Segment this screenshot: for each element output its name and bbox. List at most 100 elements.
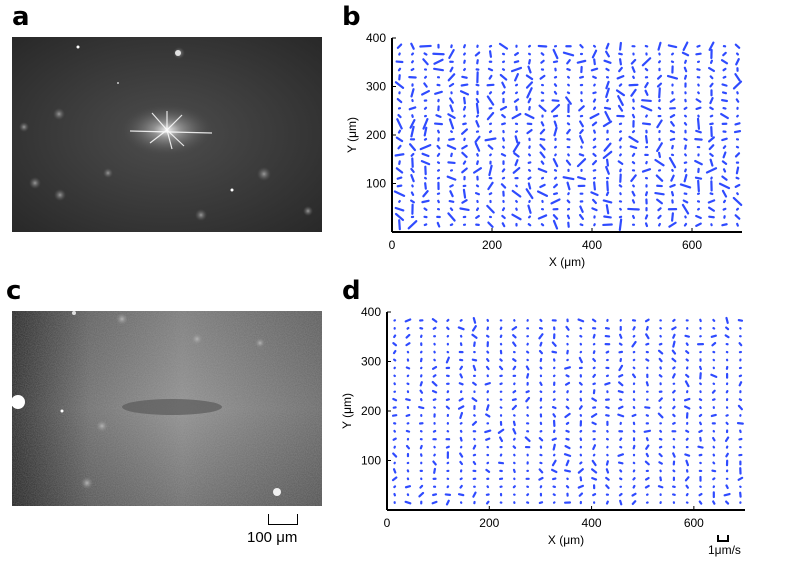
velocity-vector — [725, 326, 730, 331]
velocity-vector — [501, 214, 506, 220]
velocity-vector — [471, 420, 478, 426]
velocity-vector — [709, 158, 714, 167]
velocity-vector — [631, 190, 636, 197]
velocity-vector — [436, 152, 441, 157]
velocity-vector — [526, 493, 530, 497]
velocity-vector — [618, 492, 623, 497]
velocity-vector — [672, 318, 676, 323]
velocity-vector — [512, 468, 516, 474]
velocity-vector — [562, 51, 575, 57]
velocity-vector — [488, 44, 493, 48]
velocity-vector — [567, 83, 570, 87]
velocity-vector — [565, 485, 570, 489]
velocity-vector — [685, 350, 690, 355]
velocity-vector — [405, 429, 411, 433]
velocity-vector — [446, 326, 450, 331]
velocity-vector — [616, 75, 625, 80]
velocity-vector — [577, 176, 586, 181]
velocity-vector — [605, 42, 610, 50]
y-tick-label: 300 — [366, 80, 386, 94]
velocity-vector — [578, 153, 585, 157]
velocity-vector — [488, 164, 493, 177]
velocity-vector — [708, 215, 715, 219]
velocity-vector — [722, 151, 727, 159]
velocity-vector — [432, 493, 438, 497]
velocity-vector — [551, 341, 557, 347]
velocity-vector — [459, 319, 463, 322]
velocity-vector — [632, 429, 636, 433]
velocity-vector — [486, 350, 490, 354]
velocity-vector — [423, 106, 428, 110]
velocity-vector — [734, 152, 741, 158]
velocity-vector — [708, 41, 715, 51]
velocity-vector — [553, 120, 558, 128]
velocity-vector — [725, 390, 729, 394]
velocity-vector — [501, 68, 506, 71]
velocity-vector — [683, 66, 688, 73]
velocity-vector — [462, 67, 467, 72]
velocity-vector — [590, 191, 599, 197]
velocity-vector — [437, 199, 440, 204]
velocity-vector — [644, 222, 649, 228]
velocity-vector — [617, 413, 625, 418]
velocity-vector — [404, 485, 412, 489]
velocity-vector — [404, 500, 412, 505]
velocity-vector — [712, 477, 716, 481]
velocity-vector — [392, 342, 398, 347]
velocity-vector — [644, 191, 649, 197]
velocity-vector — [658, 60, 661, 64]
velocity-vector — [525, 390, 530, 394]
velocity-vector — [591, 159, 598, 166]
velocity-vector — [738, 374, 743, 378]
velocity-vector — [699, 421, 702, 426]
velocity-vector — [592, 493, 597, 497]
velocity-vector — [617, 95, 624, 107]
velocity-vector — [672, 333, 676, 339]
velocity-vector — [641, 99, 652, 103]
velocity-vector — [710, 413, 717, 418]
velocity-vector — [475, 83, 480, 87]
velocity-vector — [475, 120, 480, 128]
velocity-vector — [459, 90, 470, 96]
velocity-vector — [591, 318, 597, 323]
velocity-vector — [579, 129, 584, 135]
velocity-vector — [463, 52, 466, 56]
velocity-vector — [423, 223, 428, 227]
velocity-vector — [578, 105, 585, 112]
velocity-vector — [733, 130, 742, 134]
velocity-vector — [682, 41, 689, 52]
velocity-vector — [488, 91, 493, 95]
velocity-vector — [694, 159, 703, 166]
velocity-vector — [471, 333, 478, 339]
velocity-vector — [539, 183, 546, 189]
velocity-vector — [644, 67, 649, 72]
velocity-vector — [684, 380, 690, 388]
velocity-vector — [605, 204, 610, 215]
velocity-vector — [485, 365, 490, 371]
y-tick-label: 300 — [361, 355, 381, 369]
velocity-vector — [738, 398, 743, 402]
velocity-vector — [397, 144, 402, 150]
velocity-vector — [618, 364, 624, 372]
velocity-vector — [398, 219, 401, 231]
velocity-vector — [499, 334, 503, 339]
velocity-vector — [392, 437, 397, 441]
velocity-vector — [410, 152, 415, 157]
velocity-vector — [539, 74, 546, 80]
velocity-vector — [579, 461, 583, 465]
velocity-vector — [476, 153, 479, 157]
velocity-vector — [511, 404, 517, 411]
velocity-vector — [606, 180, 609, 192]
velocity-vector — [488, 130, 493, 134]
velocity-vector — [538, 437, 544, 442]
velocity-vector — [431, 389, 438, 394]
velocity-vector — [681, 51, 690, 57]
velocity-vector — [540, 59, 545, 64]
velocity-vector — [606, 158, 609, 167]
velocity-vector — [735, 207, 740, 211]
velocity-vector — [657, 106, 662, 110]
velocity-vector — [698, 398, 703, 402]
velocity-vector — [406, 326, 410, 330]
velocity-vector — [462, 160, 467, 165]
velocity-vector — [423, 52, 428, 56]
